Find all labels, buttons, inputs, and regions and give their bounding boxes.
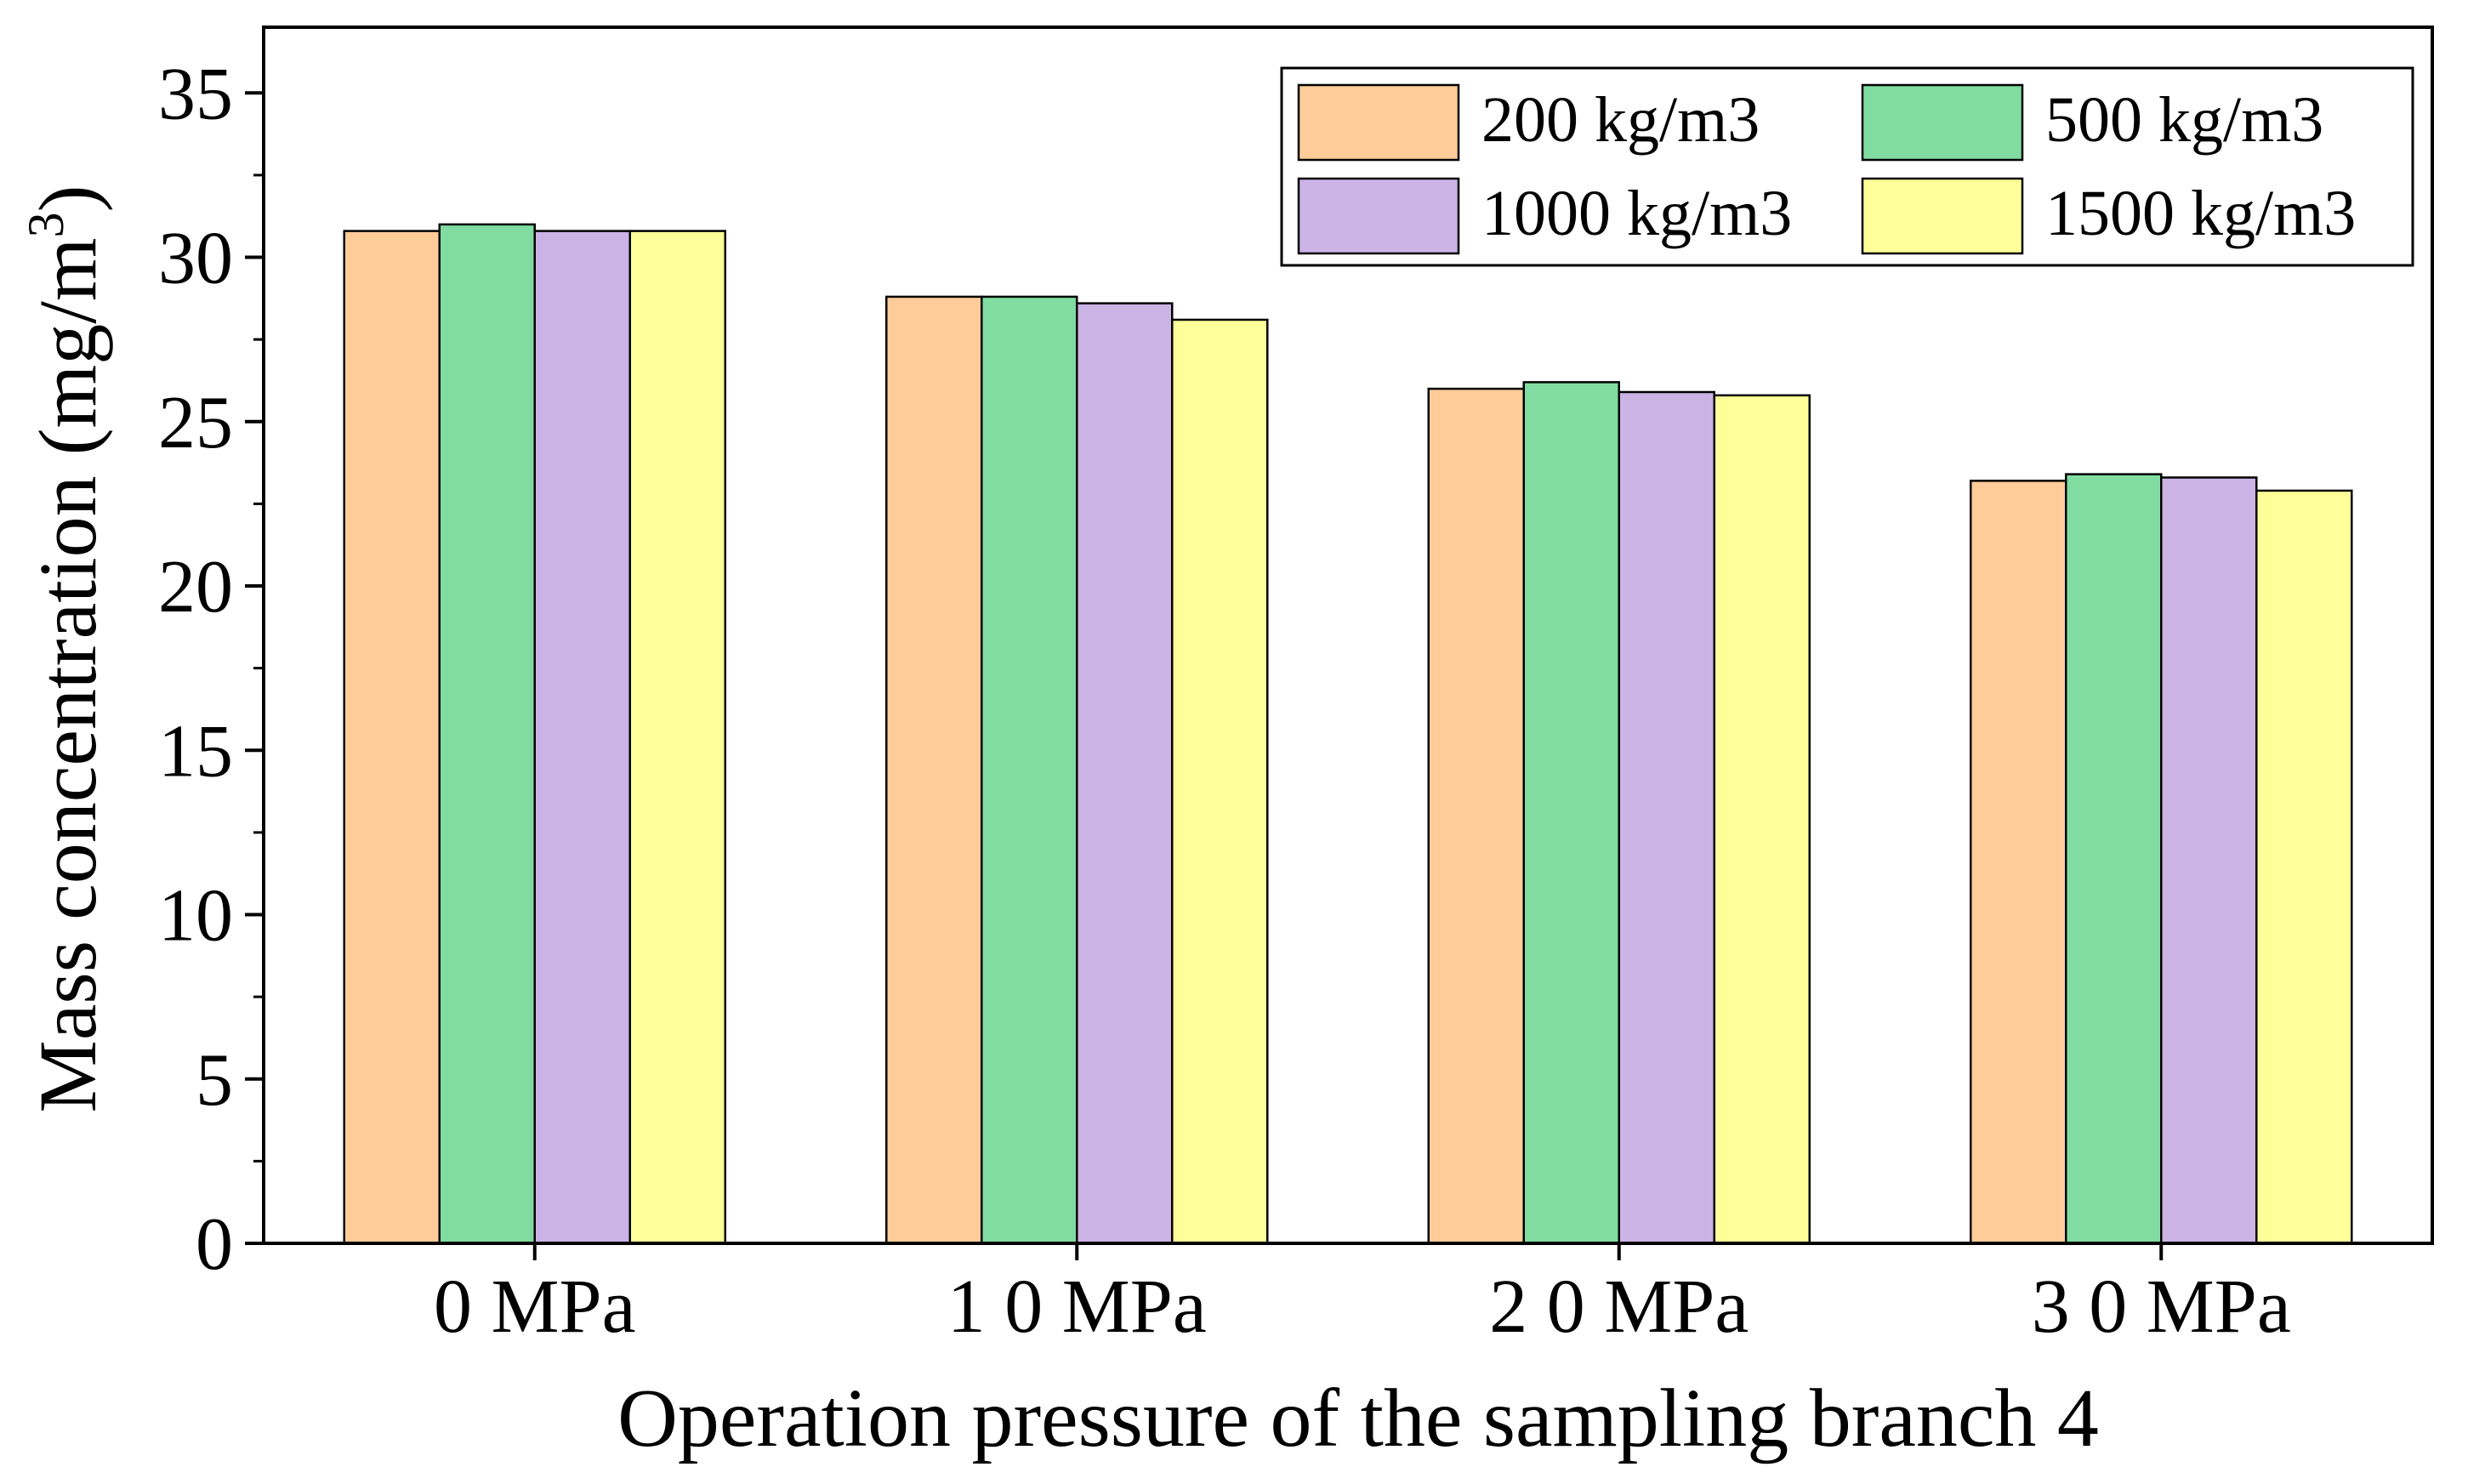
y-tick-label: 25 bbox=[158, 382, 233, 464]
bar bbox=[1618, 390, 1715, 1245]
y-tick-label: 10 bbox=[158, 875, 233, 958]
x-tick-label: 0 MPa bbox=[434, 1265, 636, 1349]
legend-label: 200 kg/m3 bbox=[1481, 84, 1760, 156]
bar bbox=[1970, 480, 2067, 1245]
y-tick-label: 5 bbox=[196, 1039, 233, 1122]
legend-swatch bbox=[1861, 177, 2024, 255]
bar bbox=[533, 230, 631, 1245]
bar bbox=[628, 230, 726, 1245]
legend-box bbox=[1280, 66, 2414, 267]
bar bbox=[1522, 381, 1620, 1245]
legend-swatch bbox=[1297, 83, 1460, 162]
bar bbox=[1076, 302, 1174, 1245]
y-tick-label: 15 bbox=[158, 710, 233, 793]
y-tick-label: 30 bbox=[158, 218, 233, 300]
x-axis-title: Operation pressure of the sampling branc… bbox=[617, 1373, 2099, 1464]
y-axis-title-main: Mass concentration (mg/m bbox=[22, 237, 113, 1112]
bar bbox=[438, 223, 536, 1245]
legend-label: 1000 kg/m3 bbox=[1481, 178, 1792, 249]
series-500-kg-m3 bbox=[438, 223, 2163, 1245]
y-tick-label: 35 bbox=[158, 53, 233, 135]
x-tick-label: 2 0 MPa bbox=[1489, 1265, 1749, 1349]
plot-frame bbox=[262, 26, 2434, 1245]
bar bbox=[2255, 489, 2353, 1245]
series-1000-kg-m3 bbox=[533, 230, 2258, 1245]
legend-label: 1500 kg/m3 bbox=[2045, 178, 2356, 249]
legend-swatch bbox=[1861, 83, 2024, 162]
bar bbox=[1713, 394, 1811, 1245]
y-axis-title-close: ) bbox=[22, 185, 113, 212]
bar bbox=[2065, 473, 2163, 1245]
x-tick-label: 1 0 MPa bbox=[947, 1265, 1207, 1349]
y-axis-title: Mass concentration (mg/m3) bbox=[18, 185, 113, 1112]
bar bbox=[343, 230, 441, 1245]
y-axis-ticks: 0 5 10 15 20 25 30 35 bbox=[158, 53, 264, 1286]
x-axis-ticks: 0 MPa 1 0 MPa 2 0 MPa 3 0 MPa bbox=[434, 1243, 2291, 1349]
y-tick-label: 20 bbox=[158, 546, 233, 628]
legend-swatch bbox=[1297, 177, 1460, 255]
x-tick-label: 3 0 MPa bbox=[2032, 1265, 2291, 1349]
bar bbox=[981, 295, 1078, 1245]
bar bbox=[1427, 387, 1525, 1245]
legend-label: 500 kg/m3 bbox=[2045, 84, 2323, 156]
series-1500-kg-m3 bbox=[628, 230, 2353, 1245]
legend: 200 kg/m3 500 kg/m3 1000 kg/m3 1500 kg/m3 bbox=[1280, 66, 2414, 267]
y-tick-label: 0 bbox=[196, 1203, 233, 1286]
bar bbox=[1171, 318, 1269, 1245]
series-200-kg-m3 bbox=[343, 230, 2067, 1245]
bar-series-group bbox=[343, 223, 2353, 1245]
bar bbox=[2160, 476, 2258, 1245]
bar bbox=[885, 295, 983, 1245]
y-axis-title-superscript: 3 bbox=[18, 212, 74, 237]
